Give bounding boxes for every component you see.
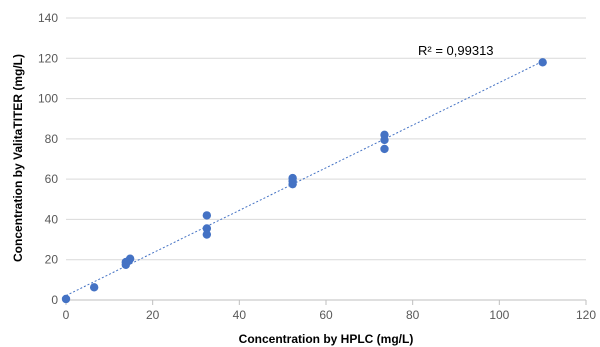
y-tick-label: 140 xyxy=(38,11,58,25)
r-squared-annotation: R² = 0,99313 xyxy=(418,43,494,58)
y-tick-label: 20 xyxy=(45,253,59,267)
y-tick-label: 0 xyxy=(51,293,58,307)
x-tick-label: 40 xyxy=(233,308,247,322)
y-tick-label: 60 xyxy=(45,172,59,186)
y-tick-label: 100 xyxy=(38,92,58,106)
x-tick-label: 100 xyxy=(489,308,509,322)
tick-labels: 0 20 40 60 80 100 120 140 0 20 40 60 80 100 120 xyxy=(38,11,596,322)
data-point xyxy=(202,211,212,220)
data-point xyxy=(61,294,71,304)
trendline-layer xyxy=(65,60,543,297)
axes xyxy=(65,299,587,305)
x-tick-label: 60 xyxy=(319,308,333,322)
data-point xyxy=(202,230,212,239)
data-points xyxy=(61,58,547,304)
x-tick-label: 80 xyxy=(406,308,420,322)
data-point xyxy=(538,58,547,67)
x-axis-title: Concentration by HPLC (mg/L) xyxy=(239,332,414,346)
y-axis-title: Concentration by ValitaTITER (mg/L) xyxy=(11,54,25,262)
y-tick-label: 80 xyxy=(45,132,59,146)
x-tick-label: 120 xyxy=(576,308,596,322)
x-tick-label: 0 xyxy=(63,308,70,322)
data-point xyxy=(288,173,297,183)
gridlines xyxy=(66,17,586,261)
y-tick-label: 120 xyxy=(38,51,58,65)
data-point xyxy=(380,130,389,140)
data-point xyxy=(202,224,212,233)
data-point xyxy=(89,283,99,292)
y-tick-label: 40 xyxy=(45,212,59,226)
data-point xyxy=(380,144,389,154)
trendline xyxy=(65,60,543,297)
x-tick-label: 20 xyxy=(146,308,160,322)
data-point xyxy=(125,254,135,263)
